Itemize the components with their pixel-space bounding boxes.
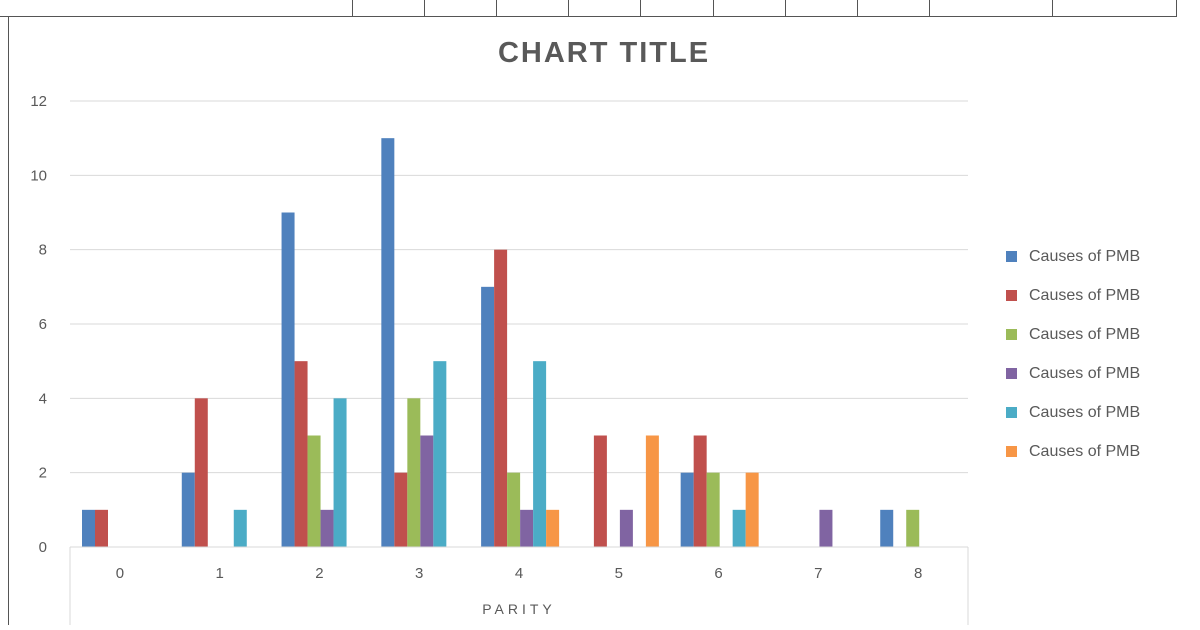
sheet-cell[interactable]	[1053, 0, 1177, 16]
legend-entry[interactable]: Causes of PMB	[1006, 248, 1140, 265]
x-tick-label: 4	[515, 565, 523, 582]
sheet-cell[interactable]	[641, 0, 714, 16]
x-tick-label: 6	[714, 565, 722, 582]
bar[interactable]	[520, 509, 534, 547]
chart-border	[8, 17, 9, 625]
chart-title[interactable]: CHART TITLE	[498, 37, 710, 69]
x-tick-label: 8	[914, 565, 922, 582]
legend-swatch	[1006, 290, 1017, 301]
legend-swatch	[1006, 368, 1017, 379]
legend-swatch	[1006, 446, 1017, 457]
bar[interactable]	[433, 361, 447, 547]
legend-entry[interactable]: Causes of PMB	[1006, 326, 1140, 343]
sheet-cell[interactable]	[714, 0, 786, 16]
x-axis-title: PARITY	[482, 601, 556, 617]
sheet-cell[interactable]	[569, 0, 641, 16]
legend-entry[interactable]: Causes of PMB	[1006, 365, 1140, 382]
bar[interactable]	[481, 286, 495, 547]
bars	[82, 138, 920, 548]
x-tick-label: 0	[116, 565, 124, 582]
legend-entry[interactable]: Causes of PMB	[1006, 443, 1140, 460]
y-tick-label: 10	[30, 167, 47, 184]
sheet-cell[interactable]	[786, 0, 858, 16]
sheet-cell[interactable]	[930, 0, 1053, 16]
x-tick-label: 5	[615, 565, 623, 582]
sheet-cell[interactable]	[353, 0, 425, 16]
y-tick-label: 12	[30, 93, 47, 110]
legend-label: Causes of PMB	[1029, 365, 1140, 382]
legend[interactable]: Causes of PMB Causes of PMB Causes of PMB C…	[1006, 248, 1140, 460]
bar[interactable]	[281, 212, 295, 548]
sheet-cell[interactable]	[425, 0, 497, 16]
legend-label: Causes of PMB	[1029, 287, 1140, 304]
sheet-gridline	[0, 16, 1177, 17]
bar[interactable]	[194, 398, 208, 547]
bar[interactable]	[407, 398, 421, 547]
bar[interactable]	[745, 472, 759, 547]
bar[interactable]	[732, 509, 746, 547]
legend-entry[interactable]: Causes of PMB	[1006, 287, 1140, 304]
legend-label: Causes of PMB	[1029, 326, 1140, 343]
chart-object[interactable]: CHART TITLE 0 2 4 6 8 10 12 0 1 2 3 4 5 6 7 8 PARITY Ca…	[9, 17, 1200, 625]
legend-swatch	[1006, 329, 1017, 340]
legend-swatch	[1006, 251, 1017, 262]
sheet-cell[interactable]	[0, 0, 353, 16]
sheet-cell[interactable]	[497, 0, 569, 16]
legend-label: Causes of PMB	[1029, 404, 1140, 421]
bar[interactable]	[181, 472, 195, 547]
bar[interactable]	[645, 435, 659, 548]
y-tick-label: 2	[39, 465, 47, 482]
bar[interactable]	[381, 138, 395, 547]
y-tick-label: 8	[39, 242, 47, 259]
bar[interactable]	[880, 509, 894, 547]
y-tick-label: 0	[39, 539, 47, 556]
bar[interactable]	[294, 361, 308, 547]
bar[interactable]	[619, 509, 633, 547]
bar[interactable]	[307, 435, 321, 548]
spreadsheet-cell-row	[0, 0, 1200, 16]
x-tick-label: 1	[215, 565, 223, 582]
bar[interactable]	[507, 472, 521, 547]
bar[interactable]	[320, 509, 334, 547]
bar[interactable]	[593, 435, 607, 548]
bar[interactable]	[494, 249, 508, 547]
bar[interactable]	[333, 398, 347, 547]
sheet-cell[interactable]	[858, 0, 930, 16]
bar[interactable]	[680, 472, 694, 547]
bar[interactable]	[906, 509, 920, 547]
legend-entry[interactable]: Causes of PMB	[1006, 404, 1140, 421]
bar[interactable]	[533, 361, 547, 547]
bar[interactable]	[394, 472, 408, 547]
legend-label: Causes of PMB	[1029, 248, 1140, 265]
bar[interactable]	[546, 509, 560, 547]
y-tick-label: 4	[39, 390, 47, 407]
bar[interactable]	[82, 509, 95, 547]
legend-swatch	[1006, 407, 1017, 418]
bar[interactable]	[693, 435, 707, 548]
x-tick-label: 2	[315, 565, 323, 582]
bar[interactable]	[819, 509, 833, 547]
bar[interactable]	[233, 509, 247, 547]
x-tick-label: 3	[415, 565, 423, 582]
bar[interactable]	[95, 509, 108, 547]
bar[interactable]	[706, 472, 720, 547]
y-tick-label: 6	[39, 316, 47, 333]
x-tick-label: 7	[814, 565, 822, 582]
bar[interactable]	[420, 435, 434, 548]
legend-label: Causes of PMB	[1029, 443, 1140, 460]
